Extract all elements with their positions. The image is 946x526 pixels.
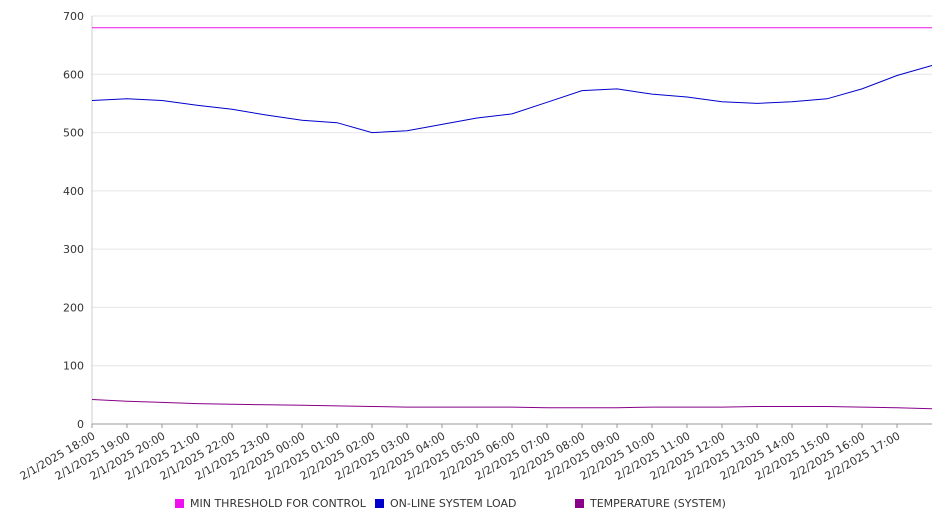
x-axis: 2/1/2025 18:002/1/2025 19:002/1/2025 20:… bbox=[18, 424, 903, 483]
legend-label-temperature: TEMPERATURE (SYSTEM) bbox=[590, 497, 726, 510]
legend-swatch-min-threshold bbox=[175, 499, 184, 508]
series-line-2 bbox=[91, 399, 933, 410]
y-axis: 0 100 200 300 400 500 600 700 bbox=[63, 10, 84, 431]
axes bbox=[91, 16, 932, 425]
y-tick-label: 700 bbox=[63, 10, 84, 23]
legend-label-min-threshold: MIN THRESHOLD FOR CONTROL bbox=[190, 497, 366, 510]
y-tick-label: 100 bbox=[63, 360, 84, 373]
y-tick-label: 300 bbox=[63, 243, 84, 256]
y-tick-label: 200 bbox=[63, 301, 84, 314]
series-line-1 bbox=[91, 65, 933, 134]
legend-swatch-temperature bbox=[575, 499, 584, 508]
y-tick-label: 500 bbox=[63, 127, 84, 140]
y-tick-label: 600 bbox=[63, 68, 84, 81]
y-tick-label: 400 bbox=[63, 185, 84, 198]
legend-item-temperature[interactable]: TEMPERATURE (SYSTEM) bbox=[575, 497, 726, 510]
grid bbox=[92, 15, 932, 367]
y-tick-label: 0 bbox=[77, 418, 84, 431]
legend-item-min-threshold[interactable]: MIN THRESHOLD FOR CONTROL bbox=[175, 497, 366, 510]
legend-item-system-load[interactable]: ON-LINE SYSTEM LOAD bbox=[375, 497, 516, 510]
legend-label-system-load: ON-LINE SYSTEM LOAD bbox=[390, 497, 517, 510]
legend: MIN THRESHOLD FOR CONTROL ON-LINE SYSTEM… bbox=[0, 497, 946, 515]
series-lines bbox=[91, 27, 933, 410]
legend-swatch-system-load bbox=[375, 499, 384, 508]
